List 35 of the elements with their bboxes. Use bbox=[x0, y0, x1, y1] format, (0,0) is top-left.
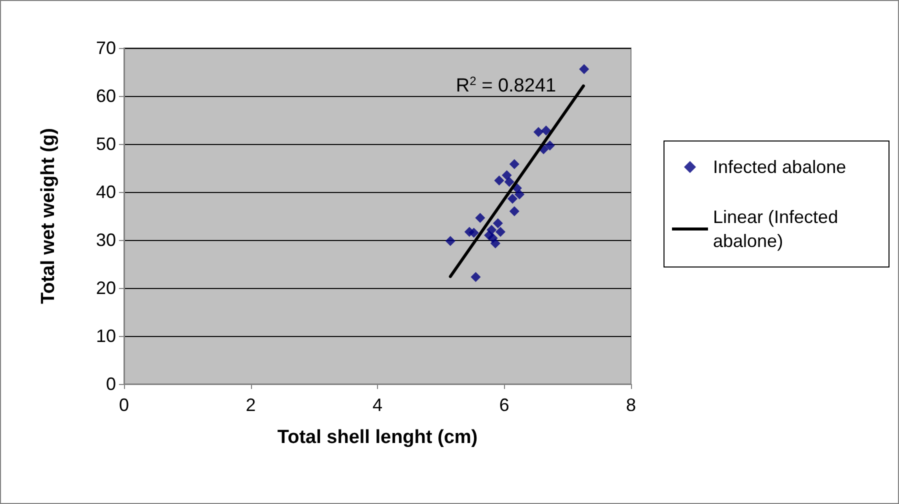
x-tick-label: 2 bbox=[246, 395, 256, 415]
x-tick-label: 0 bbox=[118, 395, 130, 415]
point bbox=[509, 159, 520, 170]
point bbox=[470, 272, 481, 282]
point bbox=[492, 218, 503, 228]
y-tick-label: 10 bbox=[96, 326, 116, 346]
x-tick-label: 6 bbox=[499, 395, 510, 415]
point bbox=[488, 233, 498, 244]
x-tick-label: 8 bbox=[626, 395, 636, 415]
y-tick-label: 70 bbox=[96, 38, 116, 58]
point bbox=[509, 206, 520, 216]
point bbox=[502, 170, 512, 180]
point bbox=[504, 176, 514, 187]
y-tick-label: 50 bbox=[96, 134, 116, 154]
point bbox=[514, 189, 524, 200]
y-tick-label: 40 bbox=[96, 182, 116, 202]
point bbox=[468, 228, 479, 238]
point bbox=[507, 194, 518, 204]
y-tick-label: 60 bbox=[96, 86, 116, 106]
legend-label: Linear (Infected abalone) bbox=[713, 207, 844, 251]
legend-label: Infected abalone bbox=[713, 157, 846, 177]
y-tick-label: 20 bbox=[96, 278, 116, 298]
y-axis-title: Total wet weight (g) bbox=[38, 128, 59, 304]
point bbox=[533, 127, 544, 137]
y-tick-label: 0 bbox=[106, 374, 116, 394]
point bbox=[544, 140, 555, 150]
point bbox=[495, 226, 506, 237]
point bbox=[445, 236, 456, 246]
point bbox=[541, 126, 552, 136]
x-tick-label: 4 bbox=[372, 395, 383, 415]
y-tick-label: 30 bbox=[96, 230, 116, 250]
point bbox=[579, 64, 590, 74]
point bbox=[494, 175, 504, 186]
point bbox=[475, 212, 486, 223]
x-axis-title: Total shell lenght (cm) bbox=[277, 427, 478, 448]
